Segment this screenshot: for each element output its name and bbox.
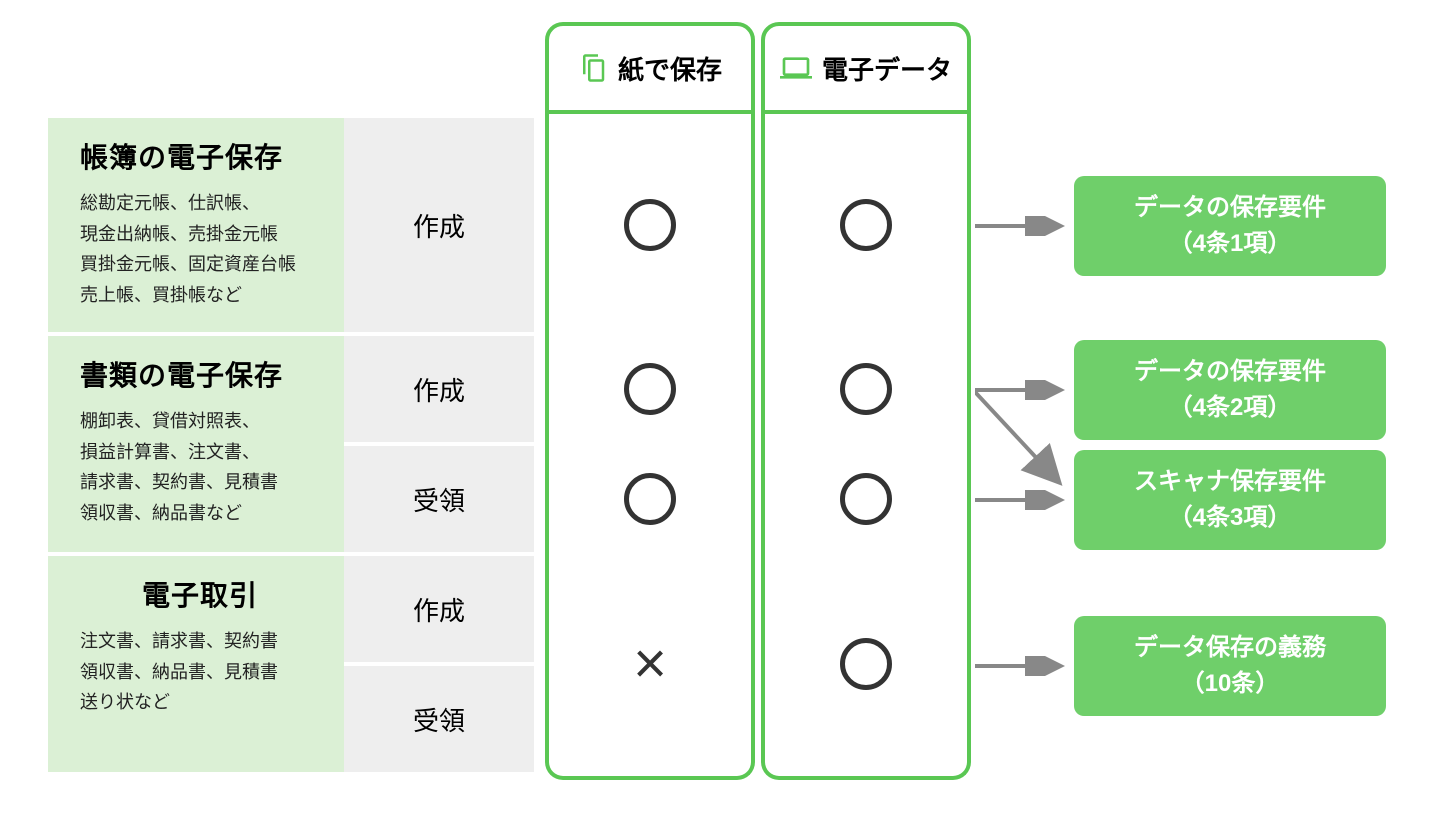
arrow-2-diag — [975, 388, 1069, 488]
header-paper-label: 紙で保存 — [618, 50, 722, 87]
result-3-line1: スキャナ保存要件 — [1134, 468, 1326, 495]
action-row3b: 受領 — [344, 666, 534, 772]
result-1-line1: データの保存要件 — [1134, 194, 1326, 221]
digital-row2a-symbol — [761, 336, 971, 442]
arrow-3 — [975, 490, 1069, 510]
paper-row2b-symbol — [545, 446, 755, 552]
action-row1: 作成 — [344, 118, 534, 332]
action-row2a: 作成 — [344, 336, 534, 442]
paper-row1-symbol — [545, 118, 755, 332]
paper-row3-symbol: × — [545, 556, 755, 772]
result-4: データ保存の義務 （10条） — [1074, 616, 1386, 716]
paper-icon — [578, 53, 608, 83]
action-row3a: 作成 — [344, 556, 534, 662]
result-1: データの保存要件 （4条1項） — [1074, 176, 1386, 276]
paper-row2a-symbol — [545, 336, 755, 442]
laptop-icon — [780, 52, 812, 84]
category-etransaction-title: 電子取引 — [80, 574, 320, 614]
category-etransaction: 電子取引 注文書、請求書、契約書 領収書、納品書、見積書 送り状など — [48, 556, 344, 772]
digital-row2b-symbol — [761, 446, 971, 552]
category-ledger-title: 帳簿の電子保存 — [80, 136, 320, 176]
arrow-4 — [975, 656, 1069, 676]
header-digital-label: 電子データ — [822, 50, 952, 87]
diagram-container: 紙で保存 電子データ 帳簿の電子保存 総勘定元帳、仕訳帳、 現金出納帳、売掛金元… — [0, 0, 1436, 821]
result-2: データの保存要件 （4条2項） — [1074, 340, 1386, 440]
result-4-line2: （10条） — [1181, 670, 1280, 697]
digital-row1-symbol — [761, 118, 971, 332]
digital-row3-symbol — [761, 556, 971, 772]
category-documents-title: 書類の電子保存 — [80, 354, 320, 394]
category-documents: 書類の電子保存 棚卸表、貸借対照表、 損益計算書、注文書、 請求書、契約書、見積… — [48, 336, 344, 552]
result-1-line2: （4条1項） — [1169, 230, 1292, 257]
header-digital: 電子データ — [761, 22, 971, 114]
category-etransaction-desc: 注文書、請求書、契約書 領収書、納品書、見積書 送り状など — [80, 626, 320, 718]
result-2-line2: （4条2項） — [1169, 394, 1292, 421]
result-2-line1: データの保存要件 — [1134, 358, 1326, 385]
result-3: スキャナ保存要件 （4条3項） — [1074, 450, 1386, 550]
result-4-line1: データ保存の義務 — [1134, 634, 1326, 661]
header-paper: 紙で保存 — [545, 22, 755, 114]
action-row2b: 受領 — [344, 446, 534, 552]
arrow-1 — [975, 216, 1069, 236]
category-ledger-desc: 総勘定元帳、仕訳帳、 現金出納帳、売掛金元帳 買掛金元帳、固定資産台帳 売上帳、… — [80, 188, 320, 310]
category-ledger: 帳簿の電子保存 総勘定元帳、仕訳帳、 現金出納帳、売掛金元帳 買掛金元帳、固定資… — [48, 118, 344, 332]
result-3-line2: （4条3項） — [1169, 504, 1292, 531]
category-documents-desc: 棚卸表、貸借対照表、 損益計算書、注文書、 請求書、契約書、見積書 領収書、納品… — [80, 406, 320, 528]
